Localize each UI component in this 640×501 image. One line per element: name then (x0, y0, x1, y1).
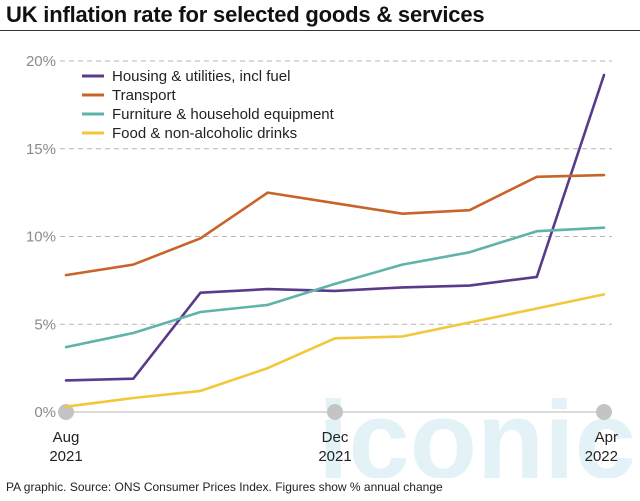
legend-label: Food & non-alcoholic drinks (112, 125, 297, 142)
legend-label: Housing & utilities, incl fuel (112, 68, 290, 85)
legend-label: Transport (112, 87, 176, 104)
y-tick-label: 20% (26, 53, 56, 70)
x-tick-label: Aug (53, 429, 80, 446)
x-tick-label: 2022 (585, 448, 618, 465)
y-tick-label: 10% (26, 229, 56, 246)
series-line-1 (64, 173, 606, 277)
x-tick-marker (596, 404, 612, 420)
series-line-2 (64, 226, 606, 349)
series-line-3 (64, 293, 606, 409)
x-tick-label: 2021 (49, 448, 82, 465)
watermark-text: iconic (318, 379, 636, 478)
source-note: PA graphic. Source: ONS Consumer Prices … (6, 480, 443, 494)
chart-title: UK inflation rate for selected goods & s… (6, 2, 485, 27)
iconic-watermark: iconic (318, 379, 636, 478)
legend-label: Furniture & household equipment (112, 106, 335, 123)
x-tick-marker (58, 404, 74, 420)
line-chart: iconic 0% 5% 10% 15% 20% Aug 2021 Dec 2021 Apr 20… (26, 53, 636, 478)
y-tick-label: 15% (26, 141, 56, 158)
title-divider (0, 30, 640, 31)
x-tick-label: Dec (322, 429, 349, 446)
series-line-0 (64, 73, 606, 382)
y-tick-label: 0% (34, 404, 56, 421)
x-tick-label: Apr (595, 429, 618, 446)
y-tick-label: 5% (34, 316, 56, 333)
x-tick-label: 2021 (318, 448, 351, 465)
x-tick-marker (327, 404, 343, 420)
